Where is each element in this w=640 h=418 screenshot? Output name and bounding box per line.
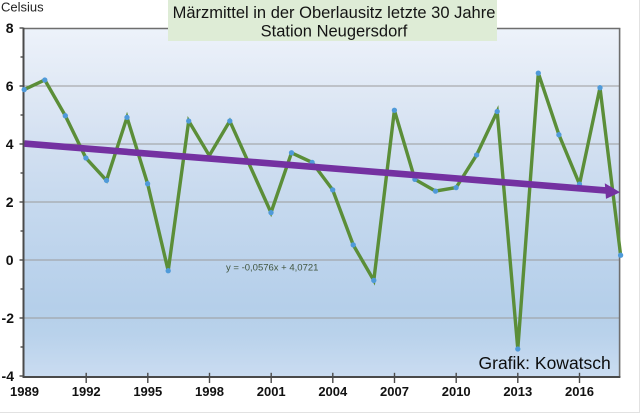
svg-text:1989: 1989 — [10, 384, 39, 399]
svg-text:2001: 2001 — [257, 384, 286, 399]
svg-text:1995: 1995 — [133, 384, 162, 399]
svg-text:-4: -4 — [2, 368, 15, 384]
svg-text:2004: 2004 — [318, 384, 348, 399]
svg-text:Grafik: Kowatsch: Grafik: Kowatsch — [479, 353, 611, 373]
svg-text:1998: 1998 — [195, 384, 224, 399]
svg-text:y = -0,0576x + 4,0721: y = -0,0576x + 4,0721 — [226, 263, 318, 274]
svg-text:-2: -2 — [2, 310, 15, 326]
svg-text:8: 8 — [6, 20, 14, 36]
svg-text:6: 6 — [6, 78, 14, 94]
svg-text:2016: 2016 — [565, 384, 594, 399]
svg-text:0: 0 — [6, 252, 14, 268]
svg-text:Märzmittel in der Oberlausitz: Märzmittel in der Oberlausitz letzte 30 … — [173, 4, 496, 22]
svg-text:Station Neugersdorf: Station Neugersdorf — [261, 23, 408, 41]
svg-text:1992: 1992 — [72, 384, 101, 399]
svg-text:2007: 2007 — [380, 384, 409, 399]
svg-text:4: 4 — [6, 136, 14, 152]
svg-text:Celsius: Celsius — [1, 0, 44, 15]
svg-text:2: 2 — [6, 194, 14, 210]
svg-text:2010: 2010 — [442, 384, 471, 399]
svg-text:2013: 2013 — [503, 384, 532, 399]
